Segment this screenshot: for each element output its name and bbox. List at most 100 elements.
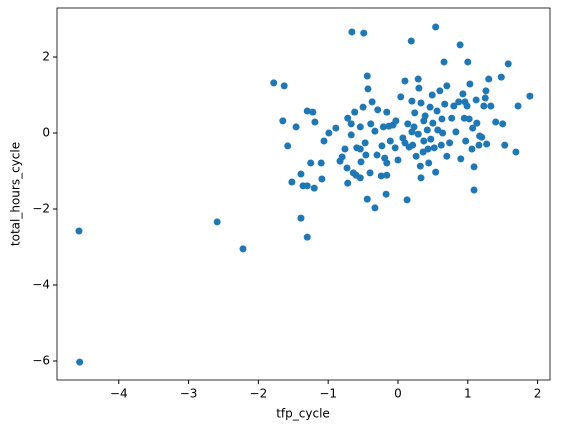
point [416, 162, 424, 170]
point [311, 118, 319, 126]
point [280, 82, 288, 90]
point [429, 119, 437, 127]
point [309, 108, 317, 116]
y-tick-label: −4 [32, 278, 50, 292]
point [492, 118, 500, 126]
point [320, 137, 328, 145]
point [428, 91, 436, 99]
point [378, 142, 386, 150]
point [459, 90, 467, 98]
point [475, 141, 483, 149]
point [373, 151, 381, 159]
point [392, 117, 400, 125]
point [368, 98, 376, 106]
point [512, 148, 520, 156]
point [359, 103, 367, 111]
point [427, 135, 435, 143]
x-tick-label: 0 [394, 387, 402, 401]
point [414, 130, 422, 138]
y-tick-label: 2 [42, 50, 50, 64]
point [446, 139, 454, 147]
point [284, 142, 292, 150]
point [357, 158, 365, 166]
point [443, 82, 451, 90]
point [438, 115, 446, 123]
point [452, 128, 460, 136]
point [239, 245, 247, 253]
point [213, 218, 221, 226]
point [501, 141, 509, 149]
point [356, 174, 364, 182]
point [487, 102, 495, 110]
x-tick-label: −2 [250, 387, 268, 401]
point [441, 100, 449, 108]
point [470, 163, 478, 171]
point [482, 87, 490, 95]
point [318, 175, 326, 183]
point [356, 123, 364, 131]
point [473, 119, 481, 127]
x-tick-label: −1 [319, 387, 337, 401]
y-tick-label: 0 [42, 126, 50, 140]
point [403, 196, 411, 204]
point [499, 120, 507, 128]
y-tick-label: −2 [32, 202, 50, 216]
point [401, 77, 409, 85]
point [412, 152, 420, 160]
point [407, 37, 415, 45]
point [404, 120, 412, 128]
point [497, 73, 505, 81]
point [303, 182, 311, 190]
point [481, 94, 489, 102]
point [279, 117, 287, 125]
point [424, 145, 432, 153]
point [332, 124, 340, 132]
point [364, 85, 372, 93]
point [430, 144, 438, 152]
point [421, 112, 429, 120]
point [432, 168, 440, 176]
point [310, 184, 318, 192]
point [504, 60, 512, 68]
point [462, 137, 470, 145]
point [414, 75, 422, 83]
point [448, 114, 456, 122]
point [526, 92, 534, 100]
point [391, 144, 399, 152]
point [363, 195, 371, 203]
point [426, 103, 434, 111]
point [347, 131, 355, 139]
point [415, 84, 423, 92]
point [360, 29, 368, 37]
point [344, 179, 352, 187]
point [303, 107, 311, 115]
point [377, 172, 385, 180]
point [483, 140, 491, 148]
point [440, 58, 448, 66]
point [371, 204, 379, 212]
point [347, 120, 355, 128]
point [464, 58, 472, 66]
point [433, 107, 441, 115]
point [292, 123, 300, 131]
point [341, 145, 349, 153]
x-tick-label: 1 [464, 387, 472, 401]
x-tick-label: 2 [534, 387, 542, 401]
point [470, 186, 478, 194]
point [420, 137, 428, 145]
point [450, 102, 458, 110]
plot-frame [56, 7, 551, 381]
point [485, 75, 493, 83]
point [362, 151, 370, 159]
point [75, 227, 83, 235]
x-tick-label: −3 [180, 387, 198, 401]
point [443, 152, 451, 160]
point [468, 145, 476, 153]
point [356, 145, 364, 153]
point [417, 99, 425, 107]
point [382, 190, 390, 198]
point [480, 102, 488, 110]
point [408, 97, 416, 105]
point [371, 127, 379, 135]
